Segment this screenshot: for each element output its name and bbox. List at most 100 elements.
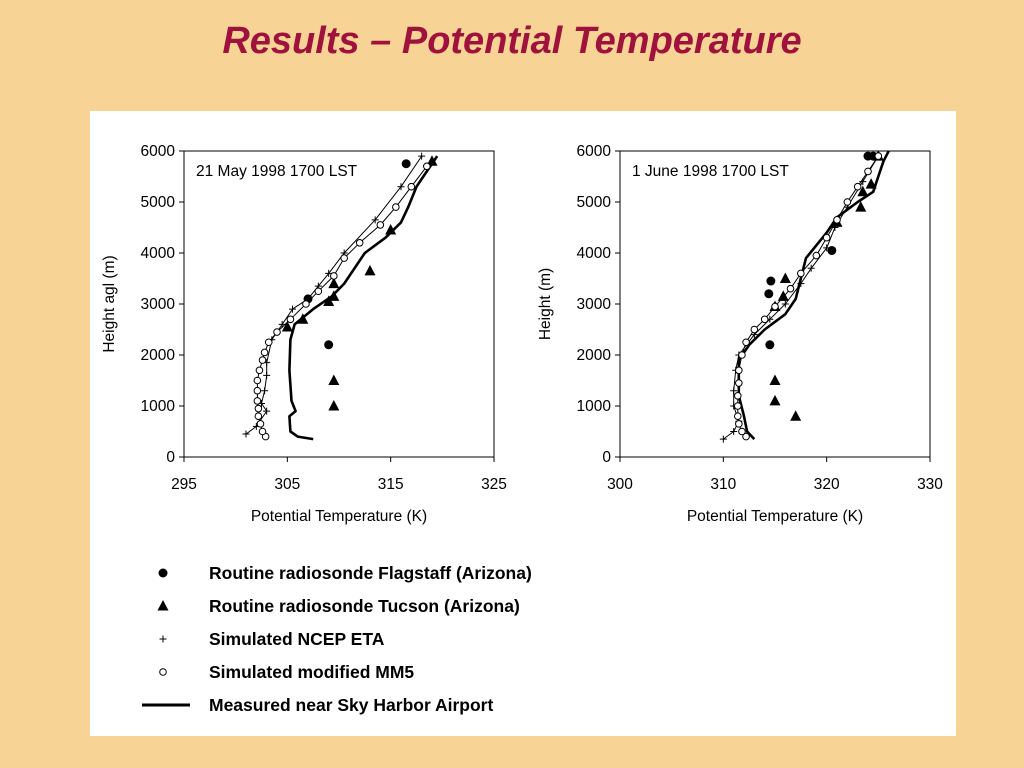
filled-triangle-point: [297, 313, 309, 324]
legend-item: Simulated modified MM5: [159, 662, 414, 682]
filled-circle-point: [324, 340, 334, 350]
filled-triangle-point: [364, 264, 376, 276]
open-circle-point: [734, 412, 742, 421]
y-tick-label: 2000: [577, 347, 612, 364]
filled-triangle-point: [779, 272, 791, 283]
filled-circle-point: [766, 276, 776, 286]
open-circle-point: [407, 182, 416, 191]
open-circle-series-line: [256, 165, 428, 437]
open-circle-point: [302, 300, 310, 308]
open-circle-point: [258, 427, 267, 436]
plus-point: [823, 244, 831, 252]
plus-point: [807, 264, 815, 272]
open-circle-point: [738, 351, 746, 359]
open-circle-point: [822, 233, 831, 242]
plus-point: [781, 300, 789, 308]
figure-panel: 0 1000 2000 3000 4000 5000 6000 295 305 315 325 Pot…: [90, 111, 956, 736]
y-tick-label: 1000: [577, 398, 612, 415]
open-circle-point: [392, 203, 400, 211]
x-tick-label: 300: [607, 476, 633, 493]
open-circle-point: [735, 379, 743, 387]
chart-1-june: 0 1000 2000 3000 4000 5000 6000 300 310 320 330 Pot…: [537, 143, 943, 525]
plus-point: [730, 428, 738, 435]
open-circle-point: [812, 251, 821, 260]
plus-point: [261, 387, 269, 395]
filled-circle-point: [827, 245, 837, 255]
y-tick-label: 1000: [141, 398, 176, 415]
open-circle-point: [253, 376, 262, 385]
open-circle-point: [734, 392, 742, 400]
plus-point: [371, 216, 379, 224]
y-tick-label: 6000: [141, 143, 176, 160]
open-circle-point: [254, 412, 263, 421]
open-circle-point: [750, 325, 759, 334]
x-axis-label: Potential Temperature (K): [687, 508, 863, 525]
open-circle-point: [833, 216, 841, 224]
open-circle-point: [286, 315, 295, 324]
chart-21-may: 0 1000 2000 3000 4000 5000 6000 295 305 315 325 Pot…: [101, 143, 507, 525]
open-circle-point: [786, 284, 795, 293]
plus-point: [859, 178, 867, 186]
plot-frame: [183, 150, 495, 458]
plus-point: [831, 224, 839, 231]
plus-point: [325, 269, 333, 277]
data-layer: [242, 152, 439, 441]
filled-triangle-point: [855, 201, 867, 212]
filled-triangle-point: [769, 394, 781, 406]
filled-triangle-point: [328, 400, 340, 411]
x-axis-label: Potential Temperature (K): [251, 508, 427, 525]
open-circle-point: [742, 338, 750, 347]
measured-line: [288, 155, 439, 441]
filled-triangle-point: [328, 290, 340, 301]
y-tick-label: 5000: [577, 194, 612, 211]
plus-point: [289, 305, 296, 313]
x-tick-label: 315: [378, 476, 404, 493]
legend-item: Simulated NCEP ETA: [159, 629, 385, 649]
filled-triangle-point: [777, 290, 789, 301]
open-circle-point: [797, 269, 805, 278]
x-tick-label: 320: [814, 476, 840, 493]
open-circle-point: [735, 420, 743, 428]
open-circle-point: [340, 254, 348, 262]
plus-point: [797, 280, 805, 288]
open-circle-point: [254, 404, 263, 413]
data-layer: [719, 151, 890, 443]
plus-point: [263, 407, 271, 415]
y-tick-label: 3000: [141, 296, 176, 313]
filled-circle-point: [401, 159, 411, 169]
plus-point: [418, 152, 426, 160]
legend-item: Measured near Sky Harbor Airport: [142, 695, 493, 715]
open-circle-point: [253, 386, 262, 395]
filled-triangle-point: [769, 374, 781, 385]
open-circle-point: [264, 338, 273, 347]
y-tick-label: 4000: [577, 245, 612, 262]
open-circle-point: [330, 272, 338, 280]
open-circle-point: [423, 162, 431, 171]
legend-label: Simulated NCEP ETA: [209, 629, 385, 649]
measured-line: [737, 151, 890, 440]
y-tick-label: 3000: [577, 296, 612, 313]
x-tick-label: 310: [710, 476, 736, 493]
legend: Routine radiosonde Flagstaff (Arizona) Ro…: [142, 563, 532, 715]
y-tick-label: 5000: [141, 194, 176, 211]
filled-triangle-point: [281, 320, 293, 332]
legend-item: Routine radiosonde Flagstaff (Arizona): [158, 563, 532, 583]
filled-triangle-point: [328, 277, 340, 289]
y-tick-label: 0: [166, 449, 175, 466]
open-circle-point: [760, 315, 769, 324]
open-circle-series-line: [737, 155, 879, 437]
legend-item: Routine radiosonde Tucson (Arizona): [157, 596, 520, 616]
y-tick-label: 0: [602, 449, 611, 466]
x-tick-label: 325: [481, 476, 507, 493]
plus-point: [730, 387, 738, 395]
filled-triangle-point: [328, 374, 340, 385]
open-circle-point: [738, 427, 746, 436]
legend-label: Routine radiosonde Flagstaff (Arizona): [209, 563, 532, 583]
open-circle-point: [255, 366, 264, 375]
x-tick-label: 305: [274, 476, 300, 493]
legend-marker-filled-triangle: [157, 600, 169, 611]
slide-title: Results – Potential Temperature: [222, 20, 802, 62]
chart-title: 1 June 1998 1700 LST: [632, 163, 789, 180]
open-circle-point: [735, 366, 743, 375]
legend-marker-plus: [159, 635, 167, 643]
